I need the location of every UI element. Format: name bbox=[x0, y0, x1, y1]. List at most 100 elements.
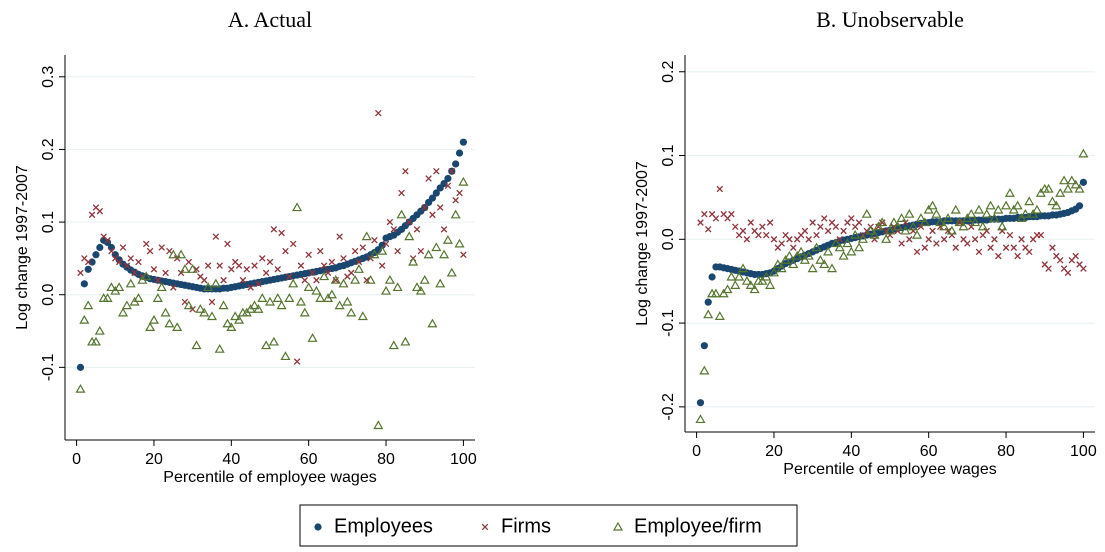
y-tick-label: -0.1 bbox=[40, 353, 57, 381]
point bbox=[183, 300, 194, 310]
point bbox=[1024, 196, 1035, 206]
point bbox=[455, 149, 464, 157]
point bbox=[871, 236, 878, 243]
point bbox=[195, 304, 206, 313]
point bbox=[929, 227, 936, 235]
point bbox=[317, 247, 324, 255]
point bbox=[1049, 244, 1056, 251]
point bbox=[218, 300, 229, 310]
point bbox=[375, 109, 382, 117]
point bbox=[419, 274, 430, 284]
point bbox=[141, 271, 152, 281]
x-tick-label: 100 bbox=[1070, 443, 1097, 460]
point bbox=[768, 267, 779, 277]
point bbox=[997, 221, 1008, 231]
point bbox=[427, 318, 438, 328]
point bbox=[1031, 204, 1043, 214]
y-axis-label: Log change 1997-2007 bbox=[634, 161, 651, 326]
point bbox=[855, 219, 863, 226]
point bbox=[834, 242, 845, 252]
point bbox=[780, 255, 791, 264]
point bbox=[747, 219, 755, 226]
point bbox=[347, 269, 355, 277]
point bbox=[790, 244, 797, 251]
point bbox=[212, 233, 220, 240]
point bbox=[158, 244, 165, 251]
point bbox=[830, 238, 841, 248]
legend-marker bbox=[481, 523, 489, 531]
point bbox=[417, 247, 425, 255]
point bbox=[425, 175, 432, 182]
point bbox=[778, 240, 785, 247]
point bbox=[728, 210, 735, 218]
point bbox=[199, 307, 210, 317]
point bbox=[373, 420, 384, 430]
point bbox=[904, 208, 915, 218]
point bbox=[912, 229, 923, 239]
point bbox=[1028, 208, 1039, 218]
point bbox=[378, 241, 386, 249]
point bbox=[967, 223, 975, 231]
point bbox=[311, 285, 322, 295]
point bbox=[234, 314, 245, 324]
point bbox=[222, 318, 233, 328]
point bbox=[411, 282, 423, 292]
point bbox=[1006, 231, 1014, 239]
point bbox=[1066, 175, 1077, 185]
point bbox=[840, 227, 847, 235]
point bbox=[819, 259, 830, 269]
point bbox=[127, 255, 135, 262]
point bbox=[363, 276, 370, 284]
y-tick-label: 0.3 bbox=[40, 66, 57, 88]
point bbox=[1080, 265, 1087, 272]
point bbox=[172, 322, 183, 332]
point bbox=[998, 227, 1006, 235]
point bbox=[444, 182, 452, 190]
x-tick-label: 0 bbox=[72, 451, 81, 468]
point bbox=[981, 208, 992, 218]
point bbox=[96, 207, 104, 215]
x-tick-label: 20 bbox=[765, 443, 783, 460]
point bbox=[450, 209, 461, 219]
point bbox=[734, 271, 745, 281]
point bbox=[413, 226, 421, 233]
point bbox=[320, 262, 328, 269]
point bbox=[154, 276, 162, 284]
point bbox=[1043, 183, 1054, 193]
point bbox=[908, 221, 919, 231]
point bbox=[1004, 188, 1015, 197]
point bbox=[386, 218, 394, 226]
point bbox=[983, 227, 990, 235]
x-tick-label: 20 bbox=[145, 451, 163, 468]
point bbox=[716, 185, 724, 193]
point bbox=[786, 236, 793, 243]
point bbox=[142, 240, 150, 248]
point bbox=[739, 227, 747, 235]
point bbox=[288, 278, 299, 288]
point bbox=[421, 204, 428, 211]
point bbox=[145, 322, 156, 332]
point bbox=[1072, 252, 1079, 260]
point bbox=[442, 235, 453, 244]
point bbox=[1062, 183, 1073, 193]
y-tick-label: -0.2 bbox=[660, 393, 677, 421]
point bbox=[392, 282, 403, 292]
point bbox=[745, 280, 756, 289]
point bbox=[297, 262, 305, 269]
point bbox=[836, 236, 843, 243]
point bbox=[1059, 175, 1070, 185]
point bbox=[892, 221, 903, 231]
point bbox=[181, 298, 189, 306]
point bbox=[993, 204, 1004, 214]
point bbox=[730, 280, 741, 289]
point bbox=[90, 336, 101, 346]
point bbox=[415, 285, 426, 295]
point bbox=[189, 305, 196, 313]
point bbox=[439, 249, 450, 259]
point bbox=[77, 269, 84, 277]
point bbox=[125, 278, 136, 288]
point bbox=[173, 255, 181, 262]
point bbox=[820, 215, 828, 222]
point bbox=[701, 210, 708, 218]
